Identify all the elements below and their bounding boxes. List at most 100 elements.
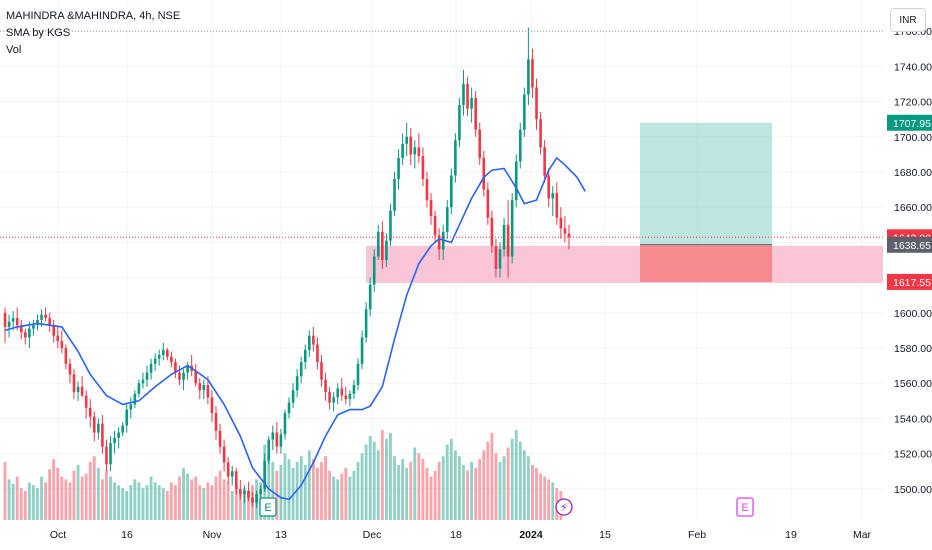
volume-bar	[72, 470, 76, 520]
candle-body	[320, 362, 323, 380]
candle-body	[283, 413, 287, 435]
price-axis[interactable]: 1760.001740.001720.001700.001680.001660.…	[894, 26, 932, 496]
candle-body	[450, 175, 453, 208]
volume-bar	[161, 488, 165, 520]
candle-body	[433, 215, 437, 236]
candle-body	[234, 471, 238, 489]
volume-bar	[531, 464, 534, 520]
candle-body	[567, 233, 571, 238]
volume-bar	[190, 479, 194, 520]
candle-body	[109, 443, 112, 465]
candle-body	[535, 87, 538, 120]
volume-bar	[92, 456, 96, 520]
volume-bar	[52, 459, 56, 520]
y-tick-label: 1700.00	[894, 132, 932, 144]
volume-bar	[178, 476, 181, 520]
candle-body	[466, 83, 469, 109]
symbol-line[interactable]: MAHINDRA &MAHINDRA, 4h, NSE	[6, 10, 181, 22]
volume-bar	[121, 488, 125, 520]
candle-body	[401, 143, 404, 158]
candle-body	[251, 497, 254, 503]
candles	[3, 27, 571, 509]
price-tag-label: 1707.95	[893, 118, 931, 130]
volume-bar	[348, 476, 352, 520]
candle-body	[129, 404, 133, 410]
earnings-icon	[736, 497, 754, 517]
volume-bar	[466, 470, 469, 520]
volume-bar	[149, 476, 153, 520]
candle-body	[198, 383, 202, 391]
candle-body	[551, 193, 555, 199]
volume-bar	[417, 453, 421, 520]
volume-bar	[76, 464, 80, 520]
volume-bar	[247, 491, 250, 520]
y-tick-label: 1720.00	[894, 97, 932, 109]
candle-body	[247, 490, 250, 498]
price-tag-bg	[887, 236, 932, 253]
volume-bar	[510, 438, 514, 520]
volume-bar	[328, 470, 332, 520]
volume-bar	[490, 433, 494, 520]
candle-body	[336, 388, 340, 398]
currency-button[interactable]: INR	[890, 8, 926, 32]
x-tick-label: 19	[785, 529, 797, 541]
x-tick-label: 13	[275, 529, 287, 541]
event-markers[interactable]: E ⚡ E	[259, 497, 754, 517]
volume-bar	[56, 467, 60, 520]
volume-bar	[551, 482, 555, 520]
volume-bar	[11, 483, 15, 520]
candle-body	[121, 425, 124, 433]
earnings-marker[interactable]: E	[259, 497, 277, 517]
volume-bar	[109, 476, 112, 520]
candle-body	[291, 390, 295, 403]
dividend-marker[interactable]: ⚡	[555, 498, 573, 516]
chart-legend: MAHINDRA &MAHINDRA, 4h, NSE SMA by KGS V…	[6, 8, 180, 59]
candle-body	[271, 432, 275, 440]
volume-bar	[340, 473, 344, 520]
volume-bar	[206, 482, 210, 520]
candle-body	[527, 59, 530, 95]
candle-body	[222, 446, 226, 463]
support-zone[interactable]	[366, 245, 883, 283]
time-axis[interactable]: Oct 16 Nov 13 Dec 18 2024 15 Feb 19 Mar	[50, 529, 872, 541]
volume-bar	[125, 491, 129, 520]
volume-bar	[303, 464, 307, 520]
candle-body	[348, 393, 352, 400]
indicator-vol-label[interactable]: Vol	[6, 44, 22, 56]
candle-body	[413, 147, 417, 155]
candle-body	[531, 59, 534, 88]
volume-bar	[543, 476, 547, 520]
candle-body	[40, 314, 43, 320]
indicator-sma-label[interactable]: SMA by KGS	[6, 27, 71, 39]
candle-body	[178, 372, 181, 380]
volume-bar	[88, 462, 92, 520]
candle-body	[80, 386, 84, 396]
x-tick-label: Dec	[363, 529, 382, 541]
y-tick-label: 1600.00	[894, 308, 932, 320]
earnings-marker[interactable]: E	[736, 497, 754, 517]
volume-bar	[502, 456, 506, 520]
candle-body	[368, 284, 372, 310]
candle-body	[458, 105, 461, 141]
candle-body	[113, 437, 116, 444]
candle-body	[153, 358, 157, 364]
candle-body	[15, 318, 19, 326]
candle-body	[88, 407, 92, 417]
candle-body	[3, 312, 7, 327]
volume-bar	[364, 444, 368, 520]
candle-body	[474, 98, 477, 130]
y-tick-label: 1500.00	[894, 484, 932, 496]
candle-body	[174, 362, 177, 373]
volume-bar	[133, 479, 137, 520]
candle-body	[563, 228, 567, 234]
candle-body	[7, 321, 11, 327]
volume-bar	[145, 485, 149, 520]
marker-symbol: E	[741, 502, 748, 514]
volume-bar	[198, 485, 202, 520]
candle-body	[166, 349, 169, 357]
long-position-tool[interactable]	[640, 122, 772, 282]
candle-body	[194, 370, 198, 384]
candle-body	[340, 388, 344, 396]
volume-bar	[214, 476, 218, 520]
